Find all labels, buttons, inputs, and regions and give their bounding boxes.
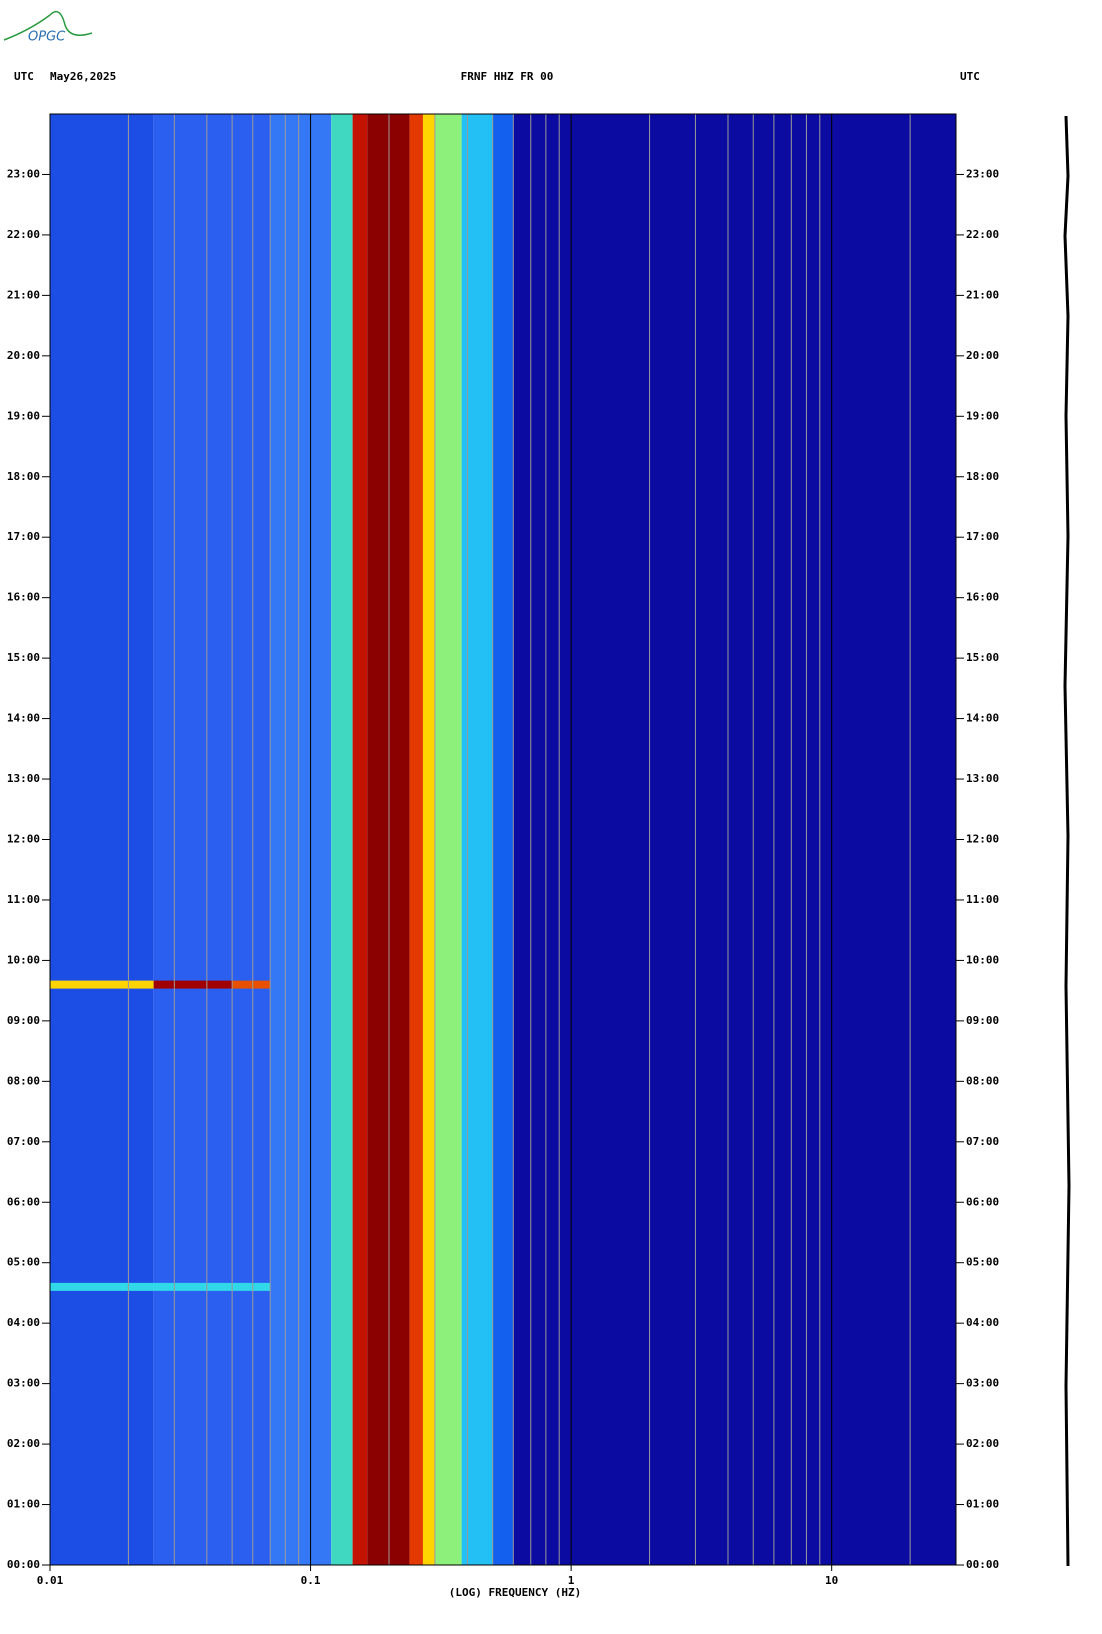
x-tick-label: 0.1 xyxy=(301,1574,321,1587)
y-tick-label: 23:00 xyxy=(7,167,40,180)
y-tick-label: 13:00 xyxy=(966,772,999,785)
y-tick-label: 17:00 xyxy=(7,530,40,543)
band xyxy=(492,114,514,1565)
y-tick-label: 21:00 xyxy=(966,288,999,301)
y-tick-label: 14:00 xyxy=(966,712,999,725)
band xyxy=(331,114,353,1565)
band xyxy=(434,114,462,1565)
x-tick-label: 1 xyxy=(568,1574,575,1587)
right-label: UTC xyxy=(960,70,980,83)
band xyxy=(513,114,956,1565)
chart-title: FRNF HHZ FR 00 xyxy=(461,70,554,83)
y-tick-label: 08:00 xyxy=(7,1074,40,1087)
y-tick-label: 07:00 xyxy=(966,1135,999,1148)
y-tick-label: 04:00 xyxy=(7,1316,40,1329)
y-tick-label: 09:00 xyxy=(966,1014,999,1027)
event-stripe xyxy=(50,1282,271,1291)
x-axis-label: (LOG) FREQUENCY (HZ) xyxy=(449,1586,581,1599)
y-tick-label: 00:00 xyxy=(966,1558,999,1571)
y-tick-label: 22:00 xyxy=(966,228,999,241)
event-stripe xyxy=(232,980,271,989)
y-tick-label: 05:00 xyxy=(7,1256,40,1269)
y-tick-label: 11:00 xyxy=(7,893,40,906)
band xyxy=(270,114,332,1565)
y-tick-label: 11:00 xyxy=(966,893,999,906)
y-tick-label: 19:00 xyxy=(7,409,40,422)
event-stripe xyxy=(50,980,154,989)
logo-curve xyxy=(3,10,93,41)
y-tick-label: 17:00 xyxy=(966,530,999,543)
y-tick-label: 20:00 xyxy=(7,349,40,362)
y-tick-label: 19:00 xyxy=(966,409,999,422)
event-stripe xyxy=(153,980,233,989)
y-tick-label: 15:00 xyxy=(7,651,40,664)
y-tick-label: 13:00 xyxy=(7,772,40,785)
left-label: UTC xyxy=(14,70,34,83)
y-tick-label: 00:00 xyxy=(7,1558,40,1571)
date: May26,2025 xyxy=(50,70,116,83)
y-tick-label: 02:00 xyxy=(966,1437,999,1450)
y-tick-label: 14:00 xyxy=(7,712,40,725)
y-tick-label: 21:00 xyxy=(7,288,40,301)
y-tick-label: 08:00 xyxy=(966,1074,999,1087)
y-tick-label: 10:00 xyxy=(966,953,999,966)
y-tick-label: 02:00 xyxy=(7,1437,40,1450)
trace xyxy=(1063,115,1071,1567)
y-tick-label: 12:00 xyxy=(966,833,999,846)
band xyxy=(352,114,368,1565)
x-tick-label: 10 xyxy=(825,1574,838,1587)
y-tick-label: 07:00 xyxy=(7,1135,40,1148)
x-tick-label: 0.01 xyxy=(37,1574,64,1587)
y-tick-label: 16:00 xyxy=(966,591,999,604)
y-tick-label: 01:00 xyxy=(7,1498,40,1511)
y-tick-label: 23:00 xyxy=(966,167,999,180)
y-tick-label: 18:00 xyxy=(7,470,40,483)
y-tick-label: 03:00 xyxy=(7,1377,40,1390)
y-tick-label: 03:00 xyxy=(966,1377,999,1390)
y-tick-label: 01:00 xyxy=(966,1498,999,1511)
y-tick-label: 06:00 xyxy=(966,1195,999,1208)
y-tick-label: 05:00 xyxy=(966,1256,999,1269)
band xyxy=(409,114,423,1565)
band xyxy=(367,114,410,1565)
y-tick-label: 04:00 xyxy=(966,1316,999,1329)
y-tick-label: 10:00 xyxy=(7,953,40,966)
y-tick-label: 12:00 xyxy=(7,833,40,846)
y-tick-label: 22:00 xyxy=(7,228,40,241)
y-tick-label: 20:00 xyxy=(966,349,999,362)
y-tick-label: 15:00 xyxy=(966,651,999,664)
y-tick-label: 09:00 xyxy=(7,1014,40,1027)
band xyxy=(422,114,435,1565)
logo: OPGC xyxy=(28,30,66,45)
plot-frame xyxy=(49,113,957,1566)
band xyxy=(153,114,271,1565)
y-tick-label: 16:00 xyxy=(7,591,40,604)
band xyxy=(461,114,493,1565)
y-tick-label: 18:00 xyxy=(966,470,999,483)
y-tick-label: 06:00 xyxy=(7,1195,40,1208)
band xyxy=(50,114,154,1565)
